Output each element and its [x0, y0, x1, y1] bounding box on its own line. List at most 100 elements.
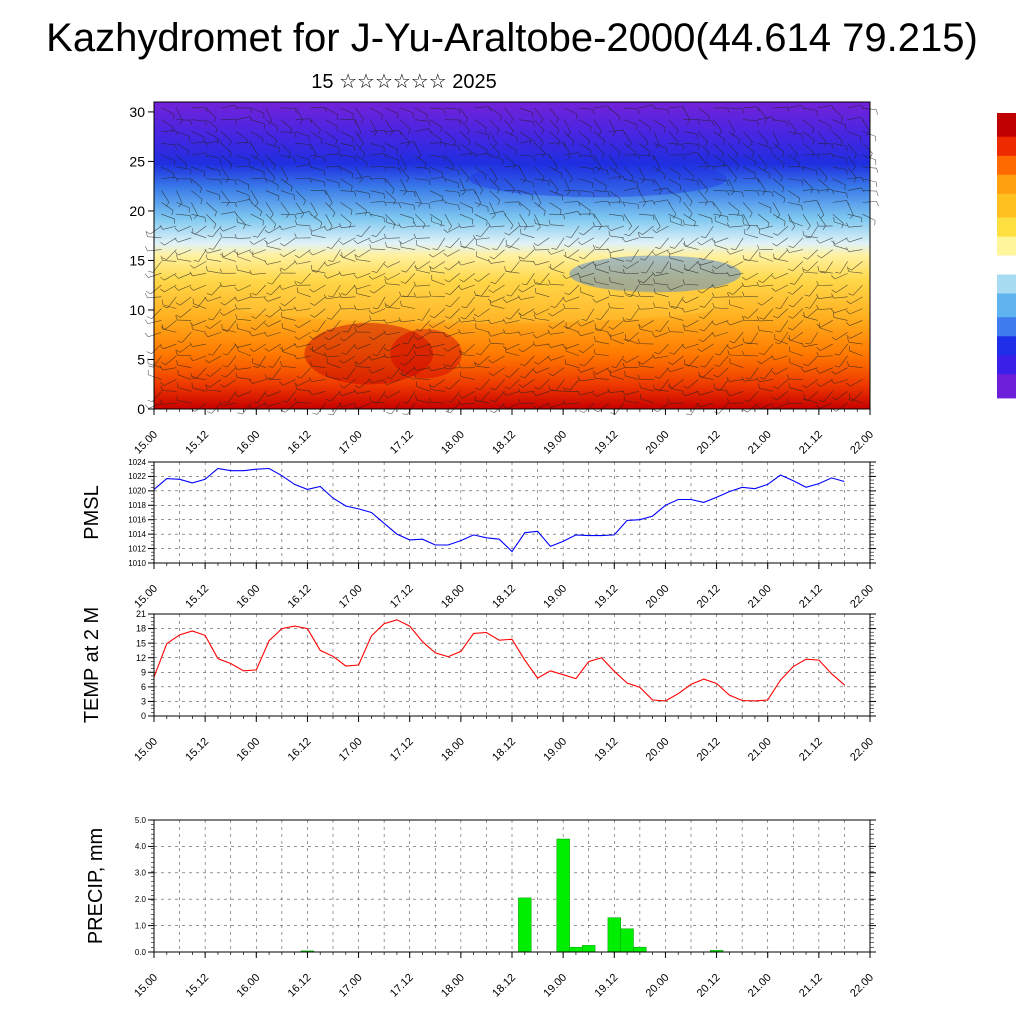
- wind-barb: [698, 119, 713, 122]
- wind-barb-flag: [487, 332, 492, 337]
- wind-barb-flag: [249, 250, 253, 255]
- precip-bar: [556, 838, 570, 953]
- wind-barb-flag: [415, 265, 417, 271]
- wind-barb: [370, 201, 385, 203]
- wind-barb: [847, 202, 854, 216]
- wind-barb-flag: [683, 385, 688, 389]
- wind-barb: [237, 350, 252, 357]
- wind-barb-flag: [205, 373, 211, 377]
- wind-barb-flag: [236, 265, 238, 271]
- wind-barb: [847, 166, 857, 179]
- wind-barb-flag: [497, 200, 501, 205]
- wind-barb-flag: [816, 404, 821, 409]
- wind-barb-flag: [742, 350, 745, 356]
- wind-barb: [281, 365, 296, 368]
- wind-barb-flag: [234, 202, 238, 208]
- wind-barb: [593, 154, 602, 168]
- wind-barb-flag: [267, 282, 273, 285]
- wind-barb: [630, 284, 640, 297]
- wind-barb: [832, 131, 843, 142]
- wind-barb: [355, 202, 367, 211]
- x-tick-label: 17.12: [388, 583, 416, 611]
- colorbar-swatch: [997, 132, 1016, 138]
- wind-barb: [357, 272, 371, 279]
- wind-barb: [670, 221, 684, 227]
- wind-barb-flag: [193, 260, 199, 262]
- wind-barb-flag: [511, 188, 515, 194]
- wind-barb-flag: [532, 391, 537, 397]
- wind-barb-flag: [280, 303, 286, 307]
- wind-barb-flag: [205, 254, 208, 260]
- wind-barb: [519, 166, 527, 180]
- wind-barb-flag: [652, 251, 657, 256]
- wind-barb: [162, 304, 177, 309]
- wind-barb-flag: [696, 390, 701, 396]
- wind-barb: [504, 201, 519, 203]
- wind-barb-flag: [608, 230, 611, 236]
- wind-barb: [804, 343, 818, 348]
- wind-barb-flag: [417, 202, 422, 207]
- wind-barb-flag: [579, 363, 585, 367]
- wind-barb-flag: [745, 377, 751, 380]
- wind-barb: [311, 379, 326, 382]
- wind-barb: [817, 202, 825, 216]
- wind-barb-flag: [280, 409, 286, 413]
- wind-barb-flag: [861, 177, 865, 182]
- wind-barb: [476, 328, 490, 333]
- wind-barb-flag: [383, 330, 387, 336]
- wind-barb: [295, 131, 310, 137]
- wind-barb-flag: [563, 142, 566, 148]
- wind-barb-flag: [667, 199, 671, 205]
- wind-barb: [250, 143, 259, 156]
- wind-barb-flag: [353, 146, 356, 152]
- wind-barb: [653, 143, 667, 149]
- wind-barb-flag: [666, 367, 671, 372]
- wind-barb-flag: [398, 223, 402, 228]
- wind-barb: [535, 318, 550, 321]
- wind-barb: [235, 178, 249, 185]
- wind-barb: [683, 213, 696, 222]
- wind-barb: [728, 107, 743, 109]
- wind-barb-flag: [458, 192, 461, 198]
- wind-barb-flag: [803, 363, 809, 367]
- wind-barb: [316, 261, 326, 273]
- wind-barb-flag: [664, 174, 666, 180]
- wind-barb-flag: [339, 166, 342, 172]
- wind-barb: [847, 104, 862, 109]
- x-tick-label: 18.00: [439, 429, 467, 457]
- wind-barb-flag: [401, 270, 407, 273]
- wind-barb-flag: [279, 268, 282, 274]
- wind-barb: [211, 402, 222, 414]
- wind-barb-flag: [308, 227, 313, 232]
- wind-barb: [417, 331, 431, 340]
- wind-barb-flag: [592, 261, 596, 267]
- wind-barb-flag: [652, 180, 655, 186]
- wind-barb-flag: [712, 292, 715, 298]
- y-tick-label: 21: [136, 609, 146, 619]
- wind-barb: [237, 367, 251, 370]
- wind-barb: [167, 296, 177, 309]
- wind-barb: [177, 364, 192, 368]
- wind-barb: [296, 389, 311, 392]
- colorbar-swatch: [997, 279, 1016, 285]
- wind-barb-flag: [279, 305, 283, 311]
- wind-barb: [448, 320, 460, 329]
- wind-barb-flag: [384, 178, 387, 184]
- wind-barb-flag: [458, 109, 461, 115]
- wind-barb-flag: [622, 359, 627, 363]
- wind-barb: [862, 178, 877, 183]
- wind-barb: [340, 166, 353, 174]
- wind-barb: [567, 249, 580, 259]
- wind-barb-flag: [360, 119, 364, 124]
- wind-barb-flag: [534, 386, 540, 390]
- wind-barb-flag: [384, 166, 387, 172]
- wind-barb-flag: [594, 277, 596, 283]
- x-tick-label: 19.00: [541, 736, 569, 764]
- wind-barb: [447, 343, 460, 352]
- wind-barb: [522, 284, 535, 293]
- wind-barb-flag: [189, 286, 194, 291]
- wind-barb: [595, 268, 610, 274]
- wind-barb: [340, 202, 353, 211]
- wind-barb: [552, 308, 565, 317]
- wind-barb: [728, 202, 740, 212]
